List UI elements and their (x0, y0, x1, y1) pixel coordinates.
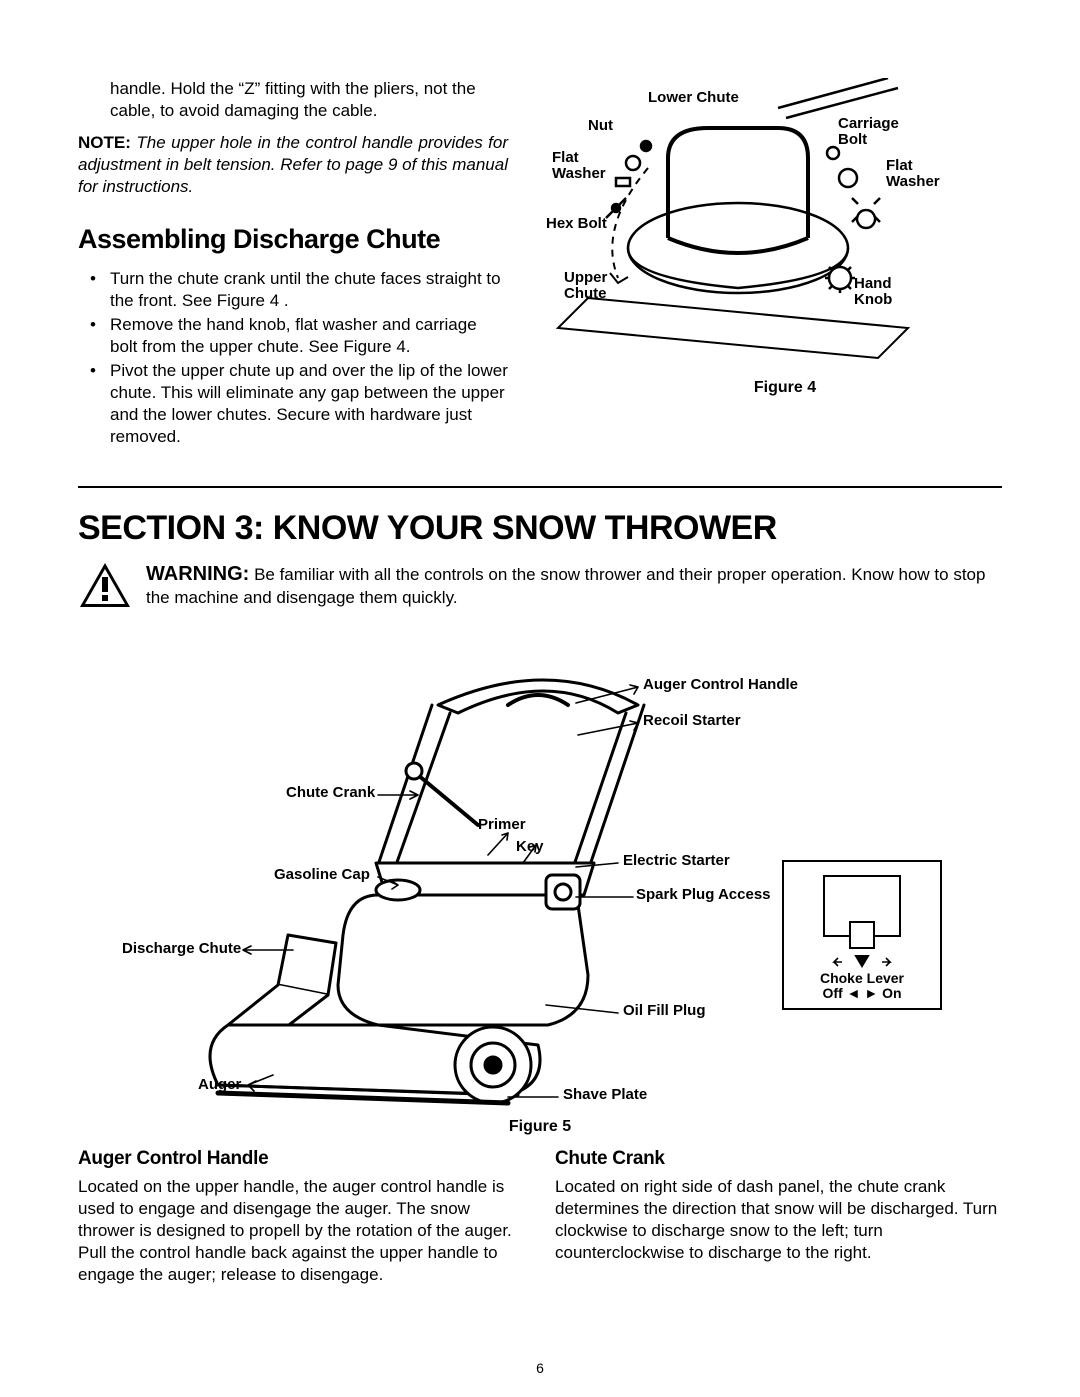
fig5-label-electric-starter: Electric Starter (623, 853, 730, 869)
fig4-label-hand-knob: Hand Knob (854, 276, 892, 308)
fig4-label-nut: Nut (588, 118, 613, 134)
chute-body: Located on right side of dash panel, the… (555, 1176, 1002, 1264)
list-item: Pivot the upper chute up and over the li… (110, 360, 508, 448)
fig5-label-auger-control-handle: Auger Control Handle (643, 677, 798, 693)
fig5-label-oil-fill-plug: Oil Fill Plug (623, 1003, 706, 1019)
list-item: Turn the chute crank until the chute fac… (110, 268, 508, 312)
figure-4-area: Lower Chute Nut Carriage Bolt Flat Washe… (528, 78, 1002, 450)
warning-row: WARNING: Be familiar with all the contro… (78, 561, 1002, 615)
assembling-bullets: Turn the chute crank until the chute fac… (78, 268, 508, 449)
warning-paragraph: WARNING: Be familiar with all the contro… (146, 561, 1002, 609)
figure-4-caption: Figure 4 (528, 378, 1002, 399)
list-item: Remove the hand knob, flat washer and ca… (110, 314, 508, 358)
auger-heading: Auger Control Handle (78, 1147, 525, 1172)
warning-body: Be familiar with all the controls on the… (146, 565, 985, 607)
page-number: 6 (0, 1359, 1080, 1377)
fig4-label-upper-chute: Upper Chute (564, 270, 607, 302)
assembling-heading: Assembling Discharge Chute (78, 222, 508, 257)
section-separator (78, 486, 1002, 488)
figure-5-caption: Figure 5 (78, 1117, 1002, 1138)
fig4-label-carriage-bolt: Carriage Bolt (838, 116, 899, 148)
top-left-column: handle. Hold the “Z” fitting with the pl… (78, 78, 508, 450)
auger-column: Auger Control Handle Located on the uppe… (78, 1147, 525, 1286)
fig5-label-gasoline-cap: Gasoline Cap (274, 867, 370, 883)
fig5-label-key: Key (516, 839, 544, 855)
chute-heading: Chute Crank (555, 1147, 1002, 1172)
fig5-label-recoil-starter: Recoil Starter (643, 713, 741, 729)
warning-label: WARNING: (146, 563, 249, 585)
choke-off: Off (822, 985, 842, 1001)
choke-on: On (882, 985, 901, 1001)
choke-arrows: ◄ ► (847, 985, 883, 1001)
top-section: handle. Hold the “Z” fitting with the pl… (78, 78, 1002, 450)
fig5-label-primer: Primer (478, 817, 526, 833)
fig5-label-chute-crank: Chute Crank (286, 785, 375, 801)
note-paragraph: NOTE: The upper hole in the control hand… (78, 132, 508, 198)
bottom-columns: Auger Control Handle Located on the uppe… (78, 1147, 1002, 1286)
fig4-label-lower-chute: Lower Chute (648, 90, 739, 106)
carryover-paragraph: handle. Hold the “Z” fitting with the pl… (78, 78, 508, 122)
chute-column: Chute Crank Located on right side of das… (555, 1147, 1002, 1286)
section-3-title: SECTION 3: KNOW YOUR SNOW THROWER (78, 506, 1002, 550)
fig5-label-discharge-chute: Discharge Chute (122, 941, 241, 957)
fig4-label-hex-bolt: Hex Bolt (546, 216, 607, 232)
fig5-label-spark-plug-access: Spark Plug Access (636, 887, 771, 903)
note-body: The upper hole in the control handle pro… (78, 133, 508, 196)
note-label: NOTE: (78, 133, 131, 152)
choke-lever-text: Choke Lever (820, 970, 904, 986)
fig5-label-shave-plate: Shave Plate (563, 1087, 647, 1103)
choke-lever-label: Choke Lever Off ◄ ► On (784, 971, 940, 1002)
fig4-label-flat-washer-l: Flat Washer (552, 150, 606, 182)
choke-lever-inset: Choke Lever Off ◄ ► On (782, 860, 942, 1010)
figure-5-area: Auger Control Handle Recoil Starter Chut… (78, 645, 1002, 1115)
fig5-label-auger: Auger (198, 1077, 241, 1093)
warning-icon (78, 561, 132, 615)
auger-body: Located on the upper handle, the auger c… (78, 1176, 525, 1286)
fig4-label-flat-washer-r: Flat Washer (886, 158, 940, 190)
